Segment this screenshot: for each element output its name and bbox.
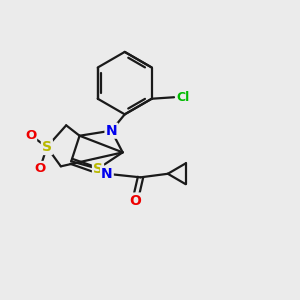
Text: O: O (34, 162, 46, 175)
Text: S: S (42, 140, 52, 154)
Text: S: S (93, 162, 103, 176)
Text: Cl: Cl (176, 91, 190, 104)
Text: O: O (25, 129, 36, 142)
Text: N: N (101, 167, 113, 181)
Text: N: N (106, 124, 117, 138)
Text: O: O (129, 194, 141, 208)
